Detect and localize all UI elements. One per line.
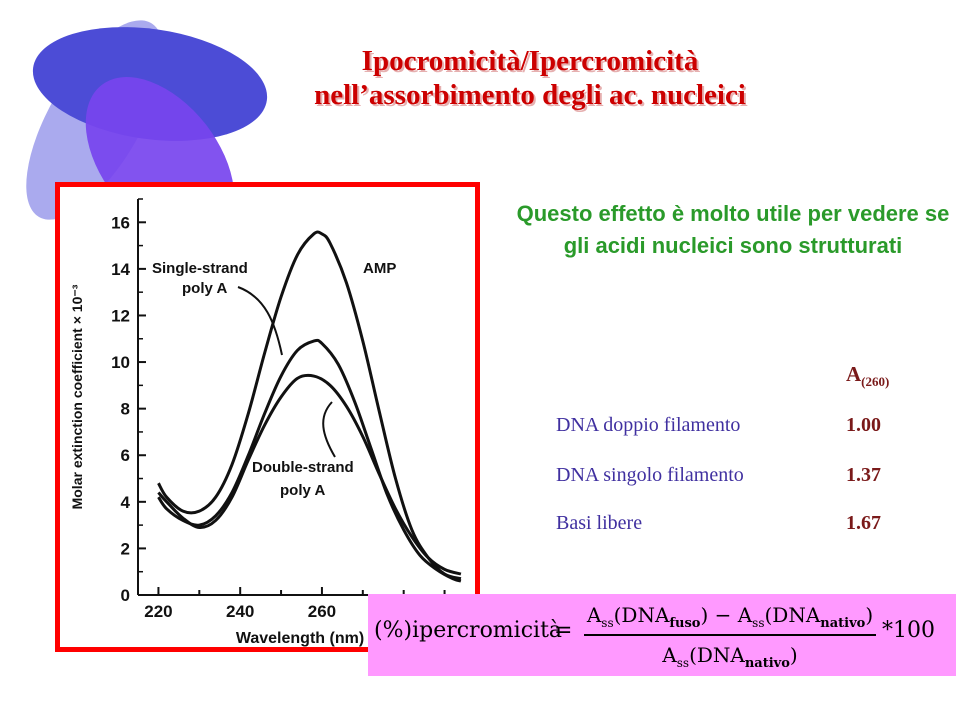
formula-fraction: Ass(DNAfuso) − Ass(DNAnativo) Ass(DNAnat… [580, 598, 880, 672]
table-header: A(260) [846, 362, 889, 390]
x-axis-label: Wavelength (nm) [236, 630, 364, 647]
y-tick-label: 10 [111, 353, 130, 372]
annotation-amp: AMP [363, 260, 396, 277]
series-amp [157, 230, 462, 581]
hyperchromicity-formula: (%)ipercromicità = Ass(DNAfuso) − Ass(DN… [368, 594, 956, 676]
row-value: 1.37 [846, 464, 881, 486]
row-label: DNA singolo filamento [556, 464, 744, 486]
title-line-2: nell’assorbimento degli ac. nucleici [314, 79, 746, 111]
y-tick-label: 8 [121, 400, 130, 419]
formula-multiplier: *100 [882, 618, 935, 643]
row-label: DNA doppio filamento [556, 414, 741, 436]
formula-equals: = [554, 618, 573, 643]
annotation-single-strand-line2: poly A [182, 280, 227, 297]
annotation-leader [322, 401, 336, 458]
annotation-leader [237, 286, 283, 356]
y-tick-label: 6 [121, 446, 130, 465]
chart-axes: 0 2 4 6 8 10 12 14 16 220 240 260 Wavelength (nm) Mol… [69, 198, 465, 647]
absorption-chart: 0 2 4 6 8 10 12 14 16 220 240 260 Wavelength (nm) Mol… [69, 198, 465, 647]
row-label: Basi libere [556, 512, 643, 534]
y-axis-label: Molar extinction coefficient × 10⁻³ [69, 284, 85, 509]
intro-text: Questo effetto è molto utile per vedere … [516, 201, 950, 258]
y-tick-label: 14 [111, 260, 130, 279]
formula-lhs: (%)ipercromicità [374, 618, 563, 643]
fraction-bar [584, 634, 876, 636]
x-tick-label: 240 [226, 602, 254, 621]
chart-frame: 0 2 4 6 8 10 12 14 16 220 240 260 Wavelength (nm) Mol… [55, 182, 480, 652]
row-value: 1.67 [846, 512, 881, 534]
formula-numerator: Ass(DNAfuso) − Ass(DNAnativo) [586, 603, 874, 631]
x-tick-label: 220 [144, 602, 172, 621]
y-tick-label: 2 [121, 539, 130, 558]
annotation-double-strand-line2: poly A [280, 482, 325, 499]
title-line-1: Ipocromicità/Ipercromicità [361, 45, 699, 77]
y-tick-label: 4 [121, 493, 131, 512]
x-tick-label: 260 [308, 602, 336, 621]
series-double-strand-poly-a [157, 373, 462, 576]
chart-series [157, 230, 462, 583]
header-subscript: (260) [861, 374, 890, 390]
series-single-strand-poly-a [157, 338, 462, 583]
annotation-double-strand: Double-strand [252, 459, 354, 476]
y-tick-label: 16 [111, 213, 130, 232]
header-symbol: A [846, 362, 862, 386]
row-value: 1.00 [846, 414, 881, 436]
formula-denominator: Ass(DNAnativo) [662, 642, 798, 671]
page-title: Ipocromicità/Ipercromicità nell’assorbim… [200, 44, 860, 112]
y-tick-label: 12 [111, 306, 130, 325]
chart-annotations: Single-strand poly A AMP Double-strand poly … [152, 260, 396, 499]
y-tick-label: 0 [121, 586, 130, 605]
annotation-single-strand: Single-strand [152, 260, 248, 277]
